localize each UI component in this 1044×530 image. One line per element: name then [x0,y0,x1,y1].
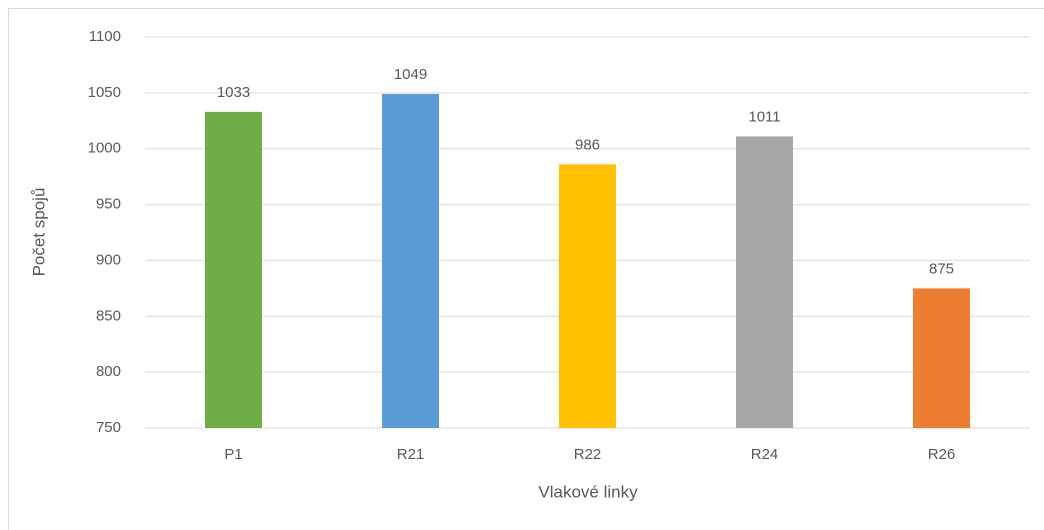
y-axis-label: Počet spojů [29,188,48,277]
y-tick-label: 1100 [89,28,121,45]
y-tick-label: 800 [96,363,121,380]
x-tick-label: P1 [224,446,242,463]
x-tick-label: R26 [928,446,956,463]
data-label: 1033 [217,84,250,101]
y-tick-label: 950 [96,196,121,213]
data-label: 875 [929,260,954,277]
data-label: 986 [575,136,600,153]
y-tick-label: 1050 [88,84,121,101]
chart-border [8,8,1044,530]
y-tick-label: 900 [96,251,121,268]
data-label: 1049 [394,66,427,83]
bar [913,288,970,428]
y-tick-label: 750 [96,419,121,436]
y-tick-label: 1000 [88,140,121,157]
data-label: 1011 [748,108,780,125]
y-tick-label: 850 [96,307,121,324]
bar [736,136,793,428]
x-tick-label: R21 [397,446,425,463]
bar [559,164,616,428]
x-tick-label: R22 [574,446,602,463]
x-tick-label: R24 [751,446,779,463]
bar [205,111,262,428]
x-axis-label: Vlakové linky [538,482,638,501]
bar [382,93,439,428]
